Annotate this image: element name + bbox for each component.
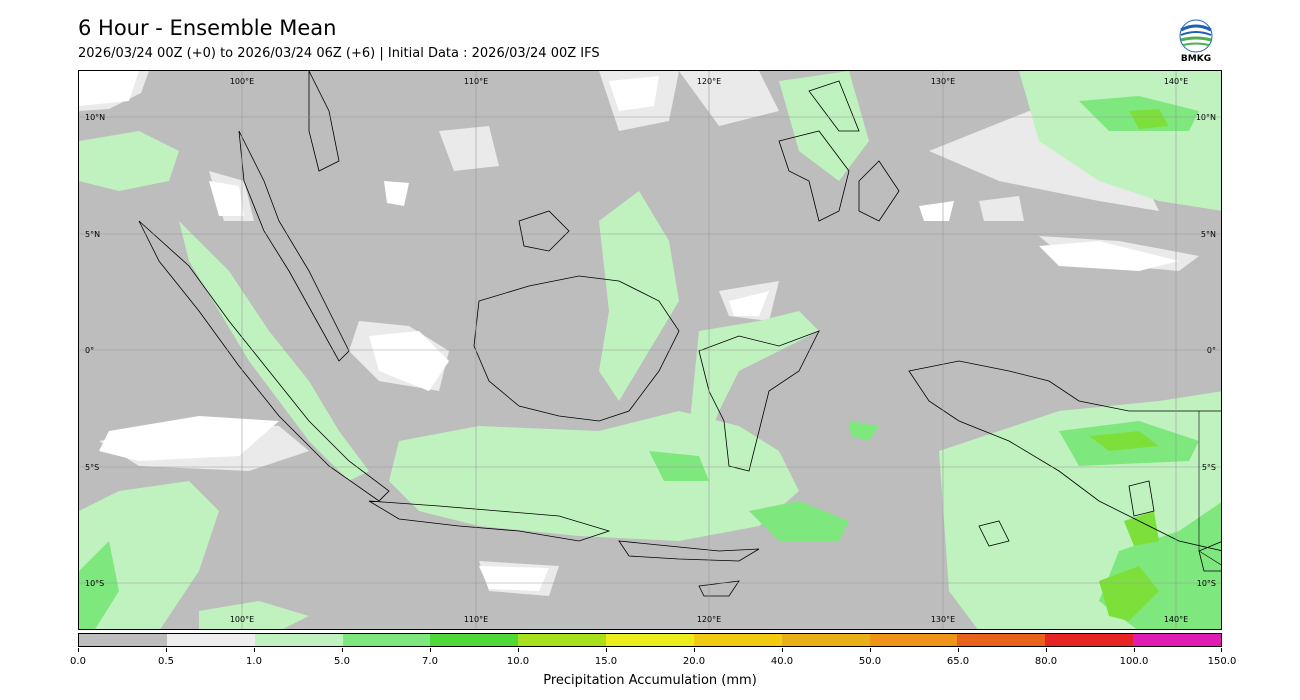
map-canvas: 100°E 110°E 120°E 130°E 140°E 100°E 110°…: [79, 71, 1221, 629]
colorbar-segment: [430, 634, 519, 646]
colorbar-tick-label: 150.0: [1207, 656, 1237, 667]
lon-label-bottom: 100°E: [230, 615, 254, 624]
lat-label-right: 5°S: [1202, 463, 1216, 472]
colorbar-segment: [957, 634, 1046, 646]
colorbar-segment: [166, 634, 255, 646]
colorbar-segment: [254, 634, 343, 646]
colorbar-tick-label: 5.0: [334, 656, 350, 667]
lon-label-top: 140°E: [1164, 77, 1188, 86]
colorbar-segment: [693, 634, 782, 646]
colorbar-tick-mark: [430, 648, 431, 652]
colorbar-segment: [606, 634, 694, 646]
colorbar-tick-mark: [870, 648, 871, 652]
colorbar-tick-mark: [342, 648, 343, 652]
lat-label-right: 10°S: [1197, 579, 1216, 588]
colorbar-segment: [1045, 634, 1134, 646]
colorbar-tick-mark: [78, 648, 79, 652]
colorbar-tick-mark: [958, 648, 959, 652]
colorbar-tick-mark: [254, 648, 255, 652]
lat-label-right: 0°: [1207, 346, 1216, 355]
colorbar-tick-label: 15.0: [594, 656, 618, 667]
bmkg-logo: BMKG: [1176, 18, 1216, 66]
colorbar-tick-label: 10.0: [506, 656, 530, 667]
graticule: [79, 71, 1221, 629]
border-line: [1198, 411, 1221, 566]
colorbar-segment: [79, 634, 167, 646]
lat-label-left: 10°S: [85, 579, 104, 588]
bmkg-logo-icon: [1179, 19, 1213, 53]
intense-rain-spots: [1089, 109, 1169, 621]
lon-label-bottom: 120°E: [697, 615, 721, 624]
colorbar: [78, 633, 1222, 647]
lat-label-left: 0°: [85, 346, 94, 355]
colorbar-tick-label: 20.0: [682, 656, 706, 667]
lat-label-left: 5°N: [85, 230, 100, 239]
lon-label-top: 130°E: [931, 77, 955, 86]
colorbar-segment: [518, 634, 607, 646]
lat-label-right: 10°N: [1196, 113, 1216, 122]
map-subtitle: 2026/03/24 00Z (+0) to 2026/03/24 06Z (+…: [78, 46, 600, 61]
precipitation-map: 100°E 110°E 120°E 130°E 140°E 100°E 110°…: [78, 70, 1222, 630]
colorbar-tick-mark: [1221, 648, 1222, 652]
lon-label-top: 100°E: [230, 77, 254, 86]
colorbar-segment: [1133, 634, 1221, 646]
map-title: 6 Hour - Ensemble Mean: [78, 16, 337, 40]
lat-label-left: 5°S: [85, 463, 99, 472]
colorbar-segment: [781, 634, 870, 646]
colorbar-tick-mark: [606, 648, 607, 652]
lat-label-left: 10°N: [85, 113, 105, 122]
no-rain-areas: [79, 71, 1179, 591]
colorbar-tick-mark: [518, 648, 519, 652]
colorbar-tick-mark: [166, 648, 167, 652]
colorbar-segment: [342, 634, 431, 646]
logo-text: BMKG: [1180, 54, 1212, 64]
colorbar-tick-label: 50.0: [858, 656, 882, 667]
coastlines: [138, 71, 1221, 597]
colorbar-tick-label: 100.0: [1119, 656, 1149, 667]
lon-label-top: 110°E: [464, 77, 488, 86]
colorbar-segment: [869, 634, 958, 646]
lat-label-right: 5°N: [1201, 230, 1216, 239]
colorbar-tick-mark: [694, 648, 695, 652]
colorbar-title: Precipitation Accumulation (mm): [543, 673, 757, 688]
colorbar-ticks: 0.0 0.5 1.0 5.0 7.0 10.0 15.0 20.0 40.0 50.0 65.0 8…: [70, 648, 1236, 668]
colorbar-tick-label: 65.0: [946, 656, 970, 667]
colorbar-tick-label: 80.0: [1034, 656, 1058, 667]
colorbar-tick-mark: [1134, 648, 1135, 652]
colorbar-tick-mark: [1046, 648, 1047, 652]
lon-label-bottom: 140°E: [1164, 615, 1188, 624]
colorbar-tick-label: 0.5: [158, 656, 174, 667]
lon-label-bottom: 110°E: [464, 615, 488, 624]
colorbar-tick-label: 7.0: [422, 656, 438, 667]
colorbar-tick-label: 1.0: [246, 656, 262, 667]
lon-label-bottom: 130°E: [931, 615, 955, 624]
colorbar-tick-mark: [782, 648, 783, 652]
colorbar-tick-label: 40.0: [770, 656, 794, 667]
colorbar-tick-label: 0.0: [70, 656, 86, 667]
lon-label-top: 120°E: [697, 77, 721, 86]
